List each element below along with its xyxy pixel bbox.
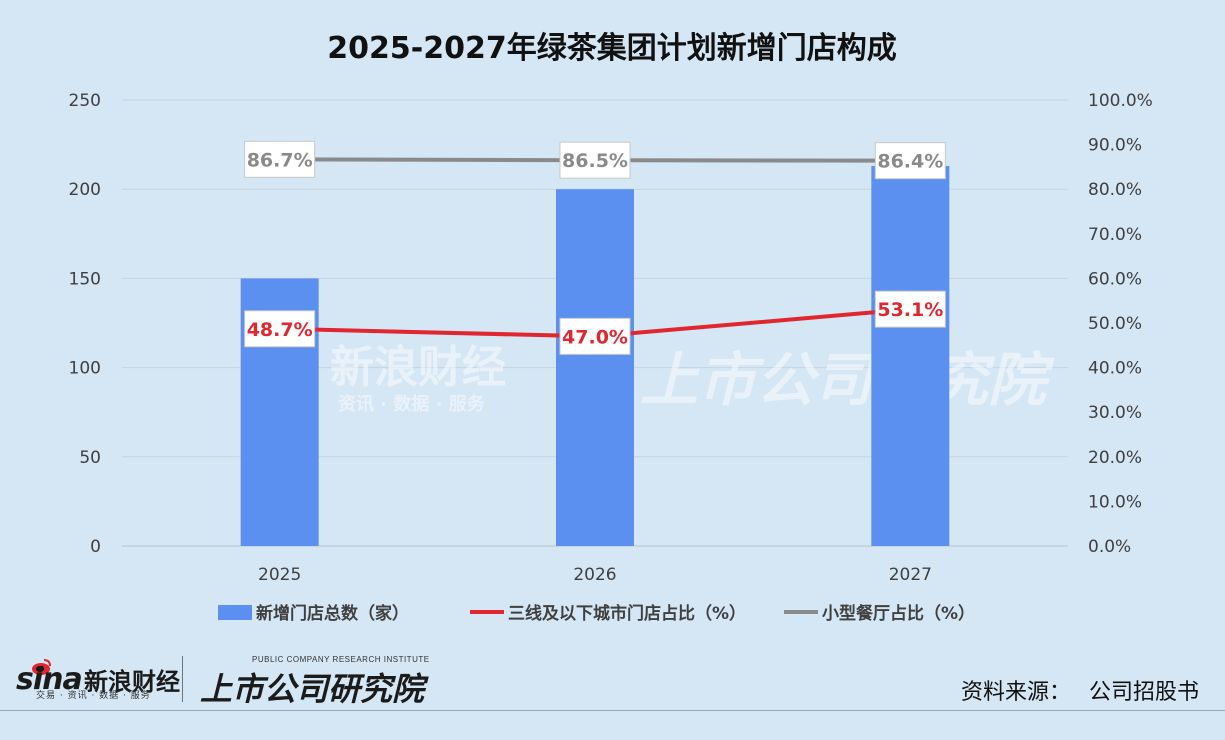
chart-title: 2025-2027年绿茶集团计划新增门店构成 — [327, 31, 896, 66]
y-right-tick-label: 30.0% — [1088, 403, 1142, 423]
y-left-tick-label: 150 — [69, 269, 101, 289]
bar — [556, 189, 634, 546]
x-tick-label: 2027 — [889, 565, 932, 585]
legend-label: 新增门店总数（家） — [256, 603, 409, 624]
legend: 新增门店总数（家） 三线及以下城市门店占比（%） 小型餐厅占比（%） — [218, 603, 975, 624]
y-right-tick-label: 0.0% — [1088, 537, 1131, 557]
sina-tagline: 交易 · 资讯 · 数据 · 服务 — [36, 691, 151, 701]
brand-divider — [182, 656, 183, 702]
data-label-box — [874, 290, 946, 328]
y-right-tick-label: 20.0% — [1088, 448, 1142, 468]
data-label: 86.5% — [562, 150, 628, 172]
data-label-box — [559, 317, 631, 355]
watermark-sina-text: 新浪财经 — [330, 342, 506, 393]
x-tick-label: 2025 — [258, 565, 301, 585]
sina-eye-icon — [32, 659, 51, 675]
y-right-tick-label: 60.0% — [1088, 269, 1142, 289]
legend-label: 三线及以下城市门店占比（%） — [508, 603, 746, 624]
y-left-tick-label: 200 — [69, 180, 101, 200]
x-axis: 2025 2026 2027 — [258, 565, 932, 585]
sina-chinese-name: 新浪财经 — [84, 668, 180, 696]
data-label: 47.0% — [562, 326, 628, 348]
data-label-box — [559, 141, 631, 179]
bar — [871, 166, 950, 546]
y-right-tick-label: 10.0% — [1088, 492, 1142, 512]
y-left-axis: 0 50 100 150 200 250 — [69, 91, 101, 557]
data-label: 86.4% — [877, 151, 943, 173]
source-value: 公司招股书 — [1088, 680, 1199, 705]
y-right-tick-label: 70.0% — [1088, 225, 1142, 245]
data-label: 53.1% — [877, 299, 943, 321]
data-labels: 48.7% 47.0% 53.1% 86.7% 86.5% 86.4% — [244, 140, 946, 355]
x-tick-label: 2026 — [573, 565, 616, 585]
y-right-tick-label: 100.0% — [1088, 91, 1153, 111]
footer-rule — [0, 710, 1225, 711]
source-label: 资料来源： — [960, 680, 1071, 705]
data-label: 86.7% — [247, 149, 313, 171]
y-left-tick-label: 100 — [69, 359, 101, 379]
watermark-pc-text: 上市公司研究院 — [640, 346, 1055, 414]
data-label-box — [874, 142, 946, 180]
y-right-tick-label: 90.0% — [1088, 136, 1142, 156]
pc-institute-chinese: 上市公司研究院 — [200, 670, 425, 708]
data-label-box — [244, 140, 316, 178]
y-right-tick-label: 80.0% — [1088, 180, 1142, 200]
y-left-tick-label: 50 — [79, 448, 101, 468]
watermark: 新浪财经 资讯 · 数据 · 服务 上市公司研究院 — [330, 342, 1055, 415]
watermark-sina-subtext: 资讯 · 数据 · 服务 — [338, 393, 486, 415]
y-left-tick-label: 250 — [69, 91, 101, 111]
pc-institute-logo: PUBLIC COMPANY RESEARCH INSTITUTE 上市公司研究… — [194, 650, 434, 708]
legend-swatch-bar — [218, 605, 252, 620]
sina-logo: sina 新浪财经 交易 · 资讯 · 数据 · 服务 — [14, 650, 189, 706]
pc-institute-english: PUBLIC COMPANY RESEARCH INSTITUTE — [252, 655, 430, 664]
sina-wordmark: sina — [16, 662, 83, 697]
data-label: 48.7% — [247, 319, 313, 341]
data-label-box — [244, 310, 316, 348]
y-right-tick-label: 50.0% — [1088, 314, 1142, 334]
source-note: 资料来源： 公司招股书 — [961, 674, 1199, 706]
y-right-axis: 0.0% 10.0% 20.0% 30.0% 40.0% 50.0% 60.0% 70.0% 8… — [1088, 91, 1153, 557]
legend-label: 小型餐厅占比（%） — [822, 603, 975, 624]
y-left-tick-label: 0 — [90, 537, 101, 557]
y-right-tick-label: 40.0% — [1088, 359, 1142, 379]
